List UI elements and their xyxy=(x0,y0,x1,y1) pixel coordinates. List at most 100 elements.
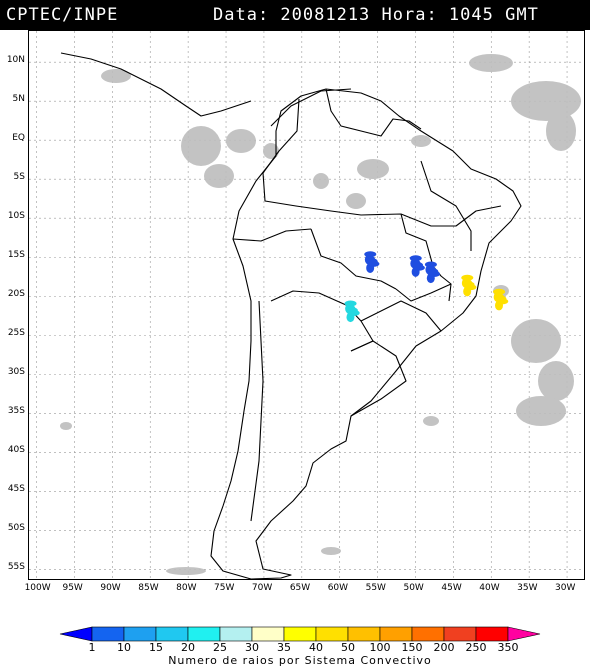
latitude-tick-label: 10S xyxy=(7,211,25,222)
colorbar-swatch xyxy=(411,626,445,642)
country-border xyxy=(350,340,407,417)
colorbar-tick-label: 350 xyxy=(497,641,519,654)
latitude-tick-label: 10N xyxy=(6,55,25,66)
longitude-tick-label: 55W xyxy=(365,583,386,593)
longitude-tick-label: 80W xyxy=(176,583,197,593)
lightning-systems xyxy=(344,251,509,323)
latitude-tick-label: 5S xyxy=(13,172,25,183)
cloud-area xyxy=(538,361,574,401)
latitude-tick-label: 15S xyxy=(7,250,25,261)
cloud-cover xyxy=(60,54,581,575)
map-canvas xyxy=(29,31,584,579)
latitude-tick-label: 20S xyxy=(7,289,25,300)
cloud-area xyxy=(511,81,581,121)
cloud-area xyxy=(321,547,341,555)
longitude-tick-label: 85W xyxy=(138,583,159,593)
country-border xyxy=(395,283,452,302)
latitude-tick-label: 45S xyxy=(7,484,25,495)
country-border xyxy=(400,205,502,227)
colorbar-tick-label: 30 xyxy=(245,641,259,654)
colorbar-tick-label: 10 xyxy=(117,641,131,654)
cloud-area xyxy=(469,54,513,72)
colorbar-tick-label: 150 xyxy=(401,641,423,654)
south-america-coastline xyxy=(210,88,522,579)
country-border xyxy=(232,228,312,242)
colorbar-tick-label: 100 xyxy=(369,641,391,654)
colorbar-swatch xyxy=(219,626,253,642)
colorbar-swatch xyxy=(475,626,509,642)
caribbean-coast xyxy=(270,88,352,127)
colorbar-swatch xyxy=(347,626,381,642)
country-border xyxy=(325,88,422,137)
cloud-area xyxy=(263,143,279,159)
colorbar-tick-label: 250 xyxy=(465,641,487,654)
longitude-tick-label: 50W xyxy=(403,583,424,593)
lightning-cell xyxy=(428,266,437,277)
country-border xyxy=(420,160,472,251)
longitude-tick-label: 40W xyxy=(479,583,500,593)
colorbar-swatch xyxy=(315,626,349,642)
latitude-tick-label: 25S xyxy=(7,328,25,339)
colorbar-tick-label: 200 xyxy=(433,641,455,654)
country-border xyxy=(250,300,264,522)
longitude-tick-label: 90W xyxy=(100,583,121,593)
cloud-area xyxy=(511,319,561,363)
country-border xyxy=(270,290,374,352)
longitude-tick-label: 60W xyxy=(327,583,349,593)
lightning-cell xyxy=(413,260,422,271)
colorbar-swatch xyxy=(123,626,157,642)
colorbar-tick-label: 50 xyxy=(341,641,355,654)
lightning-cell xyxy=(493,288,506,295)
colorbar-tick-label: 35 xyxy=(277,641,291,654)
cloud-area xyxy=(546,111,576,151)
cloud-area xyxy=(204,164,234,188)
longitude-tick-label: 100W xyxy=(24,583,51,593)
colorbar-swatch xyxy=(283,626,317,642)
cloud-area xyxy=(181,126,221,166)
colorbar-tick-label: 15 xyxy=(149,641,163,654)
longitude-tick-label: 95W xyxy=(62,583,83,593)
legend-caption: Numero de raios por Sistema Convectivo xyxy=(168,654,432,667)
longitude-tick-label: 75W xyxy=(214,583,235,593)
central-america xyxy=(60,52,252,117)
cloud-area xyxy=(60,422,72,430)
country-border xyxy=(360,300,442,332)
cloud-area xyxy=(357,159,389,179)
cloud-area xyxy=(101,69,131,83)
colorbar-swatch xyxy=(251,626,285,642)
lightning-cell xyxy=(347,305,356,316)
colorbar-tick-label: 1 xyxy=(88,641,96,654)
cloud-area xyxy=(411,135,431,147)
longitude-tick-label: 70W xyxy=(251,583,273,593)
latitude-tick-label: 5N xyxy=(12,94,25,105)
cloud-area xyxy=(516,396,566,426)
lightning-cell xyxy=(464,279,473,290)
source-label: CPTEC/INPE xyxy=(6,5,119,25)
colorbar-swatch xyxy=(507,626,541,642)
colorbar-tick-label: 20 xyxy=(181,641,195,654)
colorbar-swatch xyxy=(59,626,93,642)
lightning-cell xyxy=(367,256,376,267)
lightning-cell xyxy=(496,293,505,304)
datetime-label: Data: 20081213 Hora: 1045 GMT xyxy=(213,5,539,25)
cloud-area xyxy=(423,416,439,426)
lightning-cell xyxy=(461,274,474,281)
title-bar: CPTEC/INPE Data: 20081213 Hora: 1045 GMT xyxy=(0,0,590,30)
colorbar xyxy=(59,626,541,642)
latitude-tick-label: 35S xyxy=(7,406,25,417)
cloud-area xyxy=(166,567,206,575)
longitude-tick-label: 30W xyxy=(555,583,576,593)
latitude-tick-label: 55S xyxy=(7,562,25,573)
colorbar-swatch xyxy=(91,626,125,642)
cloud-area xyxy=(226,129,256,153)
colorbar-swatch xyxy=(187,626,221,642)
graticule xyxy=(29,31,584,579)
longitude-tick-label: 35W xyxy=(517,583,538,593)
longitude-tick-label: 45W xyxy=(441,583,462,593)
colorbar-swatch xyxy=(379,626,413,642)
lightning-cell xyxy=(344,300,357,307)
lightning-cell xyxy=(409,255,422,262)
latitude-tick-label: 50S xyxy=(7,523,25,534)
country-border xyxy=(310,228,397,290)
latitude-tick-label: 30S xyxy=(7,367,25,378)
